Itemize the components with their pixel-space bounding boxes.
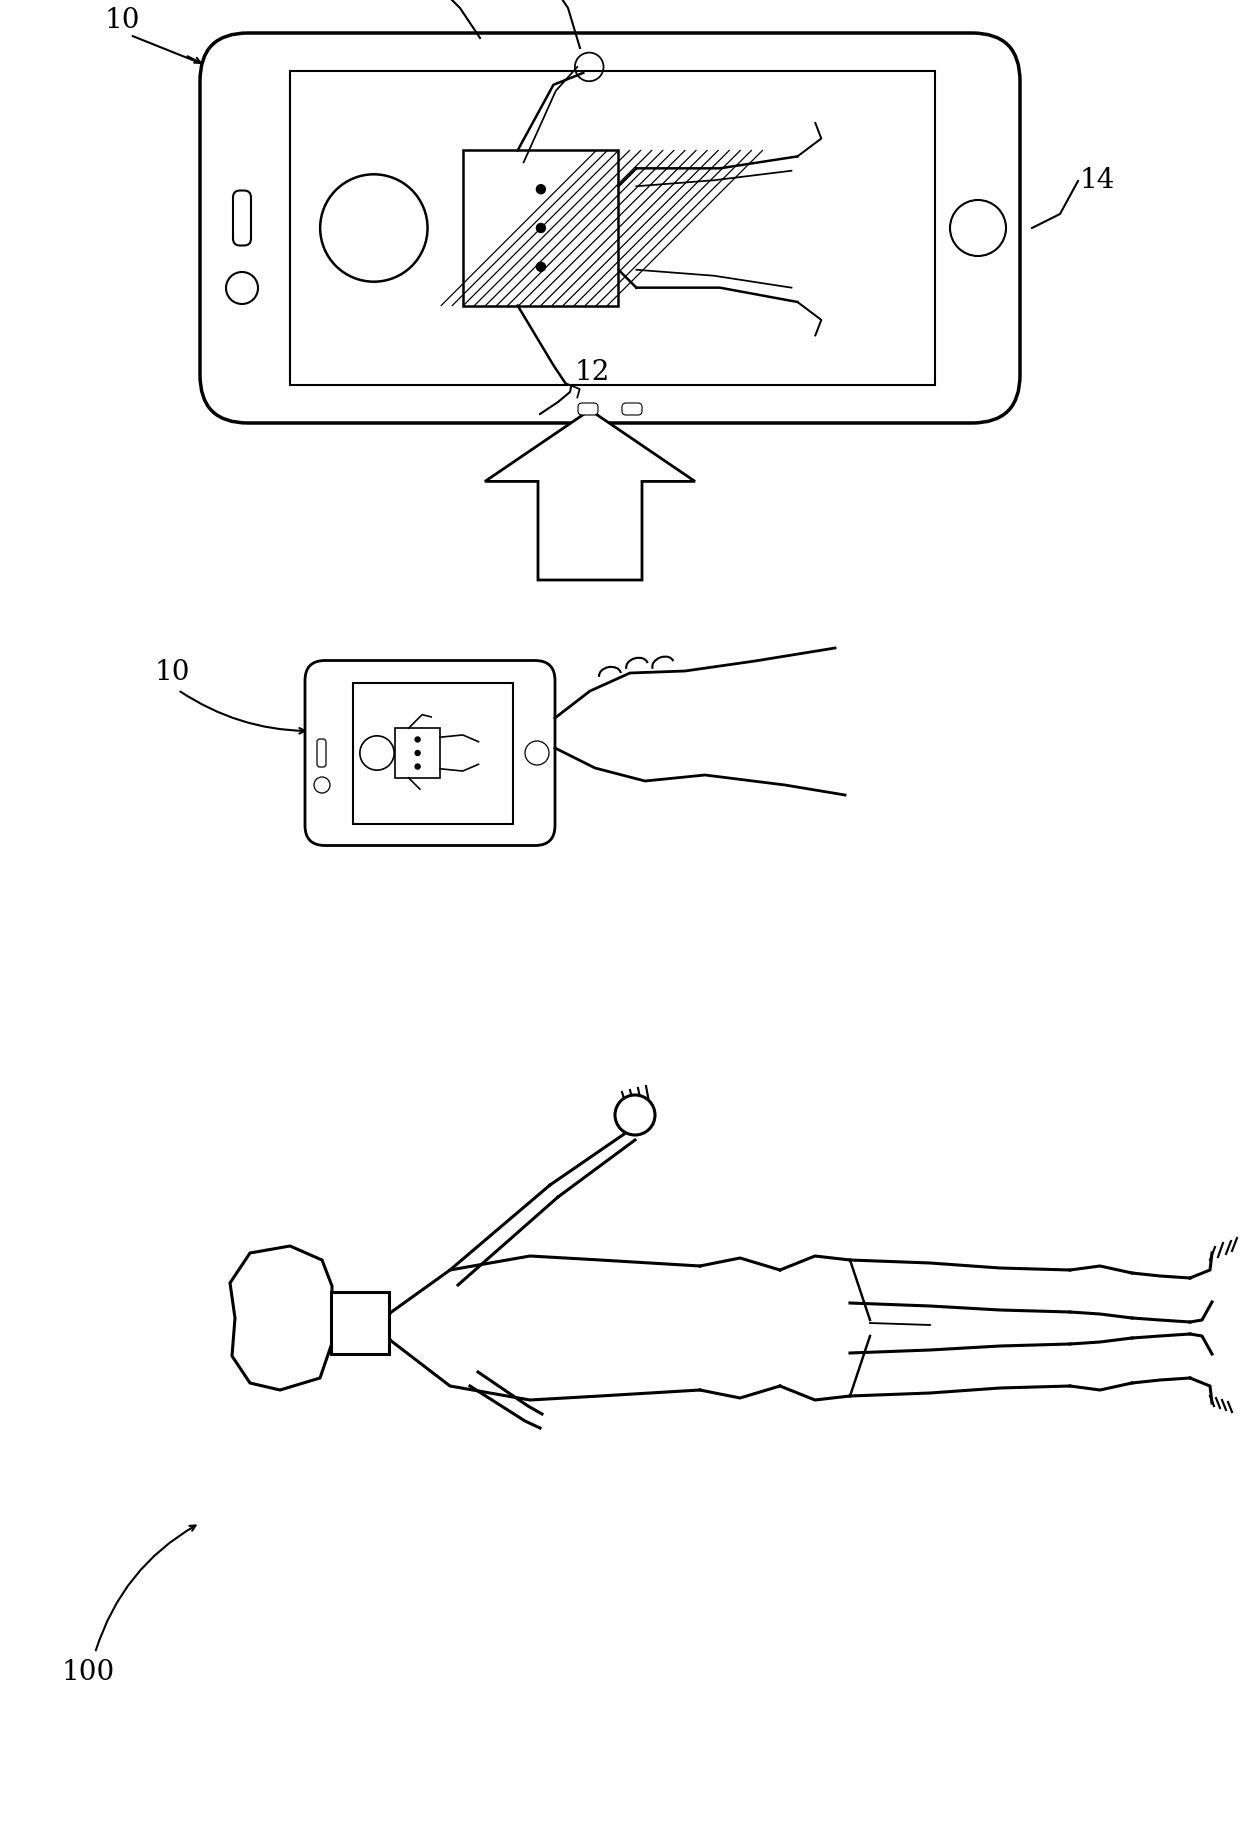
Circle shape [537, 261, 546, 271]
Bar [290, 71, 935, 386]
Bar [396, 728, 440, 779]
FancyBboxPatch shape [622, 402, 642, 415]
Circle shape [950, 199, 1006, 256]
Bar [331, 1292, 389, 1355]
Text: 10: 10 [155, 660, 191, 686]
FancyBboxPatch shape [305, 660, 556, 846]
Circle shape [537, 223, 546, 232]
Circle shape [537, 185, 546, 194]
Text: 100: 100 [62, 1660, 115, 1685]
FancyBboxPatch shape [200, 33, 1021, 422]
Circle shape [314, 777, 330, 793]
FancyBboxPatch shape [233, 190, 250, 245]
Bar [464, 150, 619, 305]
Text: 10: 10 [105, 7, 140, 35]
Circle shape [226, 272, 258, 303]
Circle shape [525, 740, 549, 764]
Text: 14: 14 [1080, 166, 1115, 194]
Circle shape [615, 1095, 655, 1135]
FancyBboxPatch shape [317, 739, 326, 768]
Bar [353, 682, 513, 823]
Circle shape [415, 737, 420, 742]
Circle shape [415, 764, 420, 770]
Circle shape [415, 751, 420, 755]
FancyBboxPatch shape [578, 402, 598, 415]
Text: 12: 12 [575, 358, 610, 386]
Polygon shape [485, 409, 694, 579]
Polygon shape [229, 1247, 332, 1389]
